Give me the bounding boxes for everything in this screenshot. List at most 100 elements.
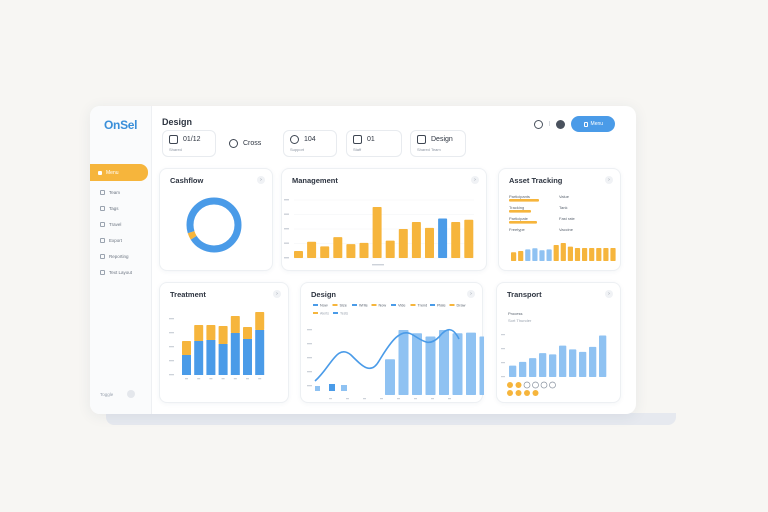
card-title: Asset Tracking bbox=[509, 176, 563, 185]
small-bar bbox=[341, 385, 347, 391]
y-tick bbox=[284, 242, 289, 244]
asset-bar-chart bbox=[509, 199, 616, 261]
legend-label: Vide bbox=[398, 304, 406, 308]
bar bbox=[574, 248, 581, 261]
bar-segment bbox=[194, 341, 204, 375]
status-dot bbox=[532, 390, 539, 396]
x-tick bbox=[221, 378, 225, 380]
clock-icon[interactable] bbox=[534, 119, 543, 129]
legend-swatch bbox=[449, 304, 455, 306]
legend-swatch bbox=[313, 312, 318, 314]
bar bbox=[582, 248, 588, 261]
legend-swatch bbox=[313, 304, 318, 306]
x-tick bbox=[329, 398, 332, 400]
y-tick bbox=[501, 348, 505, 350]
bar bbox=[549, 354, 557, 377]
management-bar-chart bbox=[284, 199, 474, 266]
bar bbox=[372, 206, 382, 258]
transport-bar-chart bbox=[501, 334, 607, 396]
more-icon[interactable]: › bbox=[273, 290, 281, 298]
primary-menu-button[interactable]: Menu bbox=[571, 116, 616, 132]
dashboard-icon bbox=[98, 170, 102, 175]
y-tick bbox=[169, 318, 174, 320]
sidebar-item-team[interactable]: Team bbox=[100, 190, 120, 195]
bar bbox=[589, 346, 597, 377]
app-logo: OnSel bbox=[104, 118, 138, 132]
trend-line bbox=[314, 328, 460, 382]
legend-swatch bbox=[352, 304, 357, 306]
gear-icon[interactable] bbox=[556, 119, 566, 129]
legend-label: Now bbox=[320, 304, 328, 308]
sidebar-item-active[interactable]: Menu bbox=[90, 164, 148, 181]
asset-row-label: Tracking bbox=[509, 205, 525, 210]
card-management: Management › bbox=[281, 168, 487, 271]
more-icon[interactable]: › bbox=[605, 290, 613, 298]
legend-swatch bbox=[430, 304, 435, 306]
bar-segment bbox=[194, 325, 204, 341]
card-transport: Transport › Process Sort Thunder bbox=[496, 282, 621, 403]
stat-card-support[interactable]: 104 Support bbox=[283, 130, 337, 157]
treatment-stacked-chart bbox=[169, 312, 265, 380]
bar bbox=[398, 229, 408, 258]
legend-swatch bbox=[391, 304, 396, 306]
sidebar-item-reporting[interactable]: Reporting bbox=[100, 254, 129, 259]
bar bbox=[569, 349, 577, 377]
bar bbox=[596, 248, 602, 261]
stat-card-cross[interactable]: Cross bbox=[223, 130, 275, 157]
stat-card-shared[interactable]: 01/12 Shared bbox=[162, 130, 216, 157]
stat-card-design[interactable]: Design Shared Team bbox=[410, 130, 466, 157]
y-tick bbox=[169, 346, 174, 348]
page-title: Design bbox=[162, 117, 193, 127]
more-icon[interactable]: › bbox=[467, 290, 475, 298]
legend-label: Alerts bbox=[320, 312, 329, 316]
sidebar-item-travel[interactable]: Travel bbox=[100, 222, 121, 227]
more-icon[interactable]: › bbox=[471, 176, 479, 184]
y-tick bbox=[307, 329, 312, 331]
bar bbox=[539, 353, 547, 377]
status-dot bbox=[540, 381, 548, 389]
x-axis-label bbox=[372, 264, 384, 266]
x-tick bbox=[380, 398, 383, 400]
y-tick bbox=[169, 360, 174, 362]
status-dot bbox=[515, 390, 522, 396]
bar bbox=[333, 237, 343, 258]
bar bbox=[610, 248, 616, 261]
more-icon[interactable]: › bbox=[257, 176, 265, 184]
asset-progress bbox=[509, 221, 537, 224]
legend-label: Now bbox=[379, 304, 387, 308]
more-icon[interactable]: › bbox=[605, 176, 613, 184]
legend-swatch bbox=[332, 304, 338, 306]
y-tick bbox=[307, 371, 312, 373]
bar bbox=[603, 248, 609, 261]
card-title: Transport bbox=[507, 290, 542, 299]
stat-card-staff[interactable]: 01 Staff bbox=[346, 130, 402, 157]
legend-swatch bbox=[410, 304, 416, 306]
status-dot bbox=[532, 381, 539, 389]
sidebar-item-text-layout[interactable]: Text Layout bbox=[100, 270, 132, 275]
x-tick bbox=[397, 398, 400, 400]
sidebar-item-export[interactable]: Export bbox=[100, 238, 122, 243]
bar bbox=[509, 365, 517, 377]
status-dot bbox=[523, 381, 531, 389]
bar bbox=[438, 218, 448, 258]
app-base-shadow bbox=[106, 413, 676, 425]
bar bbox=[359, 242, 369, 258]
export-icon bbox=[100, 238, 105, 243]
status-dot bbox=[524, 390, 530, 396]
legend-label: Write bbox=[359, 304, 368, 308]
legend-swatch bbox=[333, 312, 338, 314]
app-window: OnSel Menu Team Tags Travel Export Repor… bbox=[90, 106, 636, 414]
bar bbox=[464, 219, 474, 258]
asset-row-tag: Vaccine bbox=[559, 227, 573, 232]
small-bar bbox=[329, 384, 335, 391]
legend-label: Size bbox=[340, 304, 347, 308]
bar-segment bbox=[206, 325, 216, 340]
header-actions: | Menu bbox=[534, 116, 616, 132]
card-design: Design › Now Size Write Now Vide Trend Plate Dr… bbox=[300, 282, 484, 403]
y-tick bbox=[307, 343, 312, 345]
y-tick bbox=[501, 334, 505, 336]
sidebar-toggle[interactable]: Toggle bbox=[100, 390, 136, 398]
bar-segment bbox=[182, 341, 191, 355]
donut-chart bbox=[186, 197, 242, 253]
sidebar-item-tags[interactable]: Tags bbox=[100, 206, 119, 211]
